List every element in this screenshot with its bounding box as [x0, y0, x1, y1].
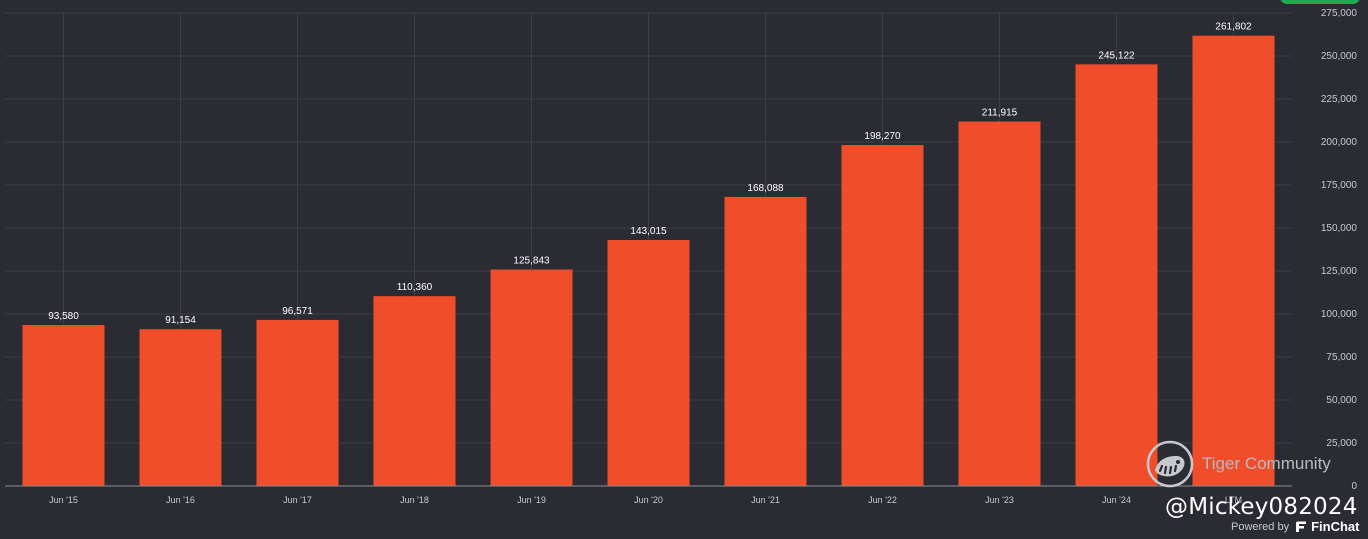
x-tick-label: Jun '21: [751, 495, 780, 505]
bar: [373, 296, 456, 486]
y-tick-label: 275,000: [1321, 8, 1358, 19]
bar: [256, 319, 339, 486]
bar: [841, 144, 924, 487]
bar-value-label: 91,154: [165, 315, 196, 326]
x-tick-label: Jun '24: [1102, 495, 1131, 505]
y-tick-label: 125,000: [1321, 266, 1358, 277]
bar: [724, 196, 807, 486]
x-tick-label: Jun '15: [49, 495, 78, 505]
bar-value-label: 96,571: [282, 306, 313, 317]
x-tick-label: Jun '22: [868, 495, 897, 505]
tiger-community-watermark: Tiger Community: [1146, 438, 1356, 490]
x-axis: Jun '15 Jun '16 Jun '17 Jun '18 Jun '19 Jun '…: [5, 485, 1292, 505]
bar: [607, 240, 690, 486]
finchat-brand-name: FinChat: [1311, 519, 1360, 534]
community-name: Tiger Community: [1202, 454, 1331, 473]
x-tick-label: Jun '19: [517, 495, 546, 505]
y-tick-label: 75,000: [1326, 352, 1357, 363]
y-tick-label: 50,000: [1326, 395, 1357, 406]
bar: [490, 269, 573, 486]
y-tick-label: 225,000: [1321, 94, 1358, 105]
x-tick-label: Jun '20: [634, 495, 663, 505]
x-tick-label: Jun '23: [985, 495, 1014, 505]
y-tick-label: 100,000: [1321, 309, 1358, 320]
x-tick-label: Jun '18: [400, 495, 429, 505]
bar-value-label: 211,915: [982, 108, 1018, 119]
bar-value-label: 143,015: [630, 226, 667, 237]
y-tick-label: 25,000: [1326, 438, 1357, 449]
x-tick-label: LTM: [1225, 495, 1242, 505]
author-handle: @Mickey082024: [1165, 494, 1358, 520]
bar-value-label: 245,122: [1098, 50, 1135, 61]
bar-value-label: 168,088: [747, 183, 784, 194]
y-tick-label: 200,000: [1321, 137, 1358, 148]
bar: [22, 325, 105, 486]
y-tick-label: 0: [1351, 481, 1357, 492]
powered-by-label: Powered by: [1231, 520, 1290, 533]
x-tick-label: Jun '16: [166, 495, 195, 505]
value-labels: 93,580 91,154 96,571 110,360 125,843 143,015 1…: [48, 22, 1252, 327]
top-status-pill: [1280, 0, 1360, 4]
bar: [1192, 35, 1275, 486]
bars: [22, 35, 1275, 487]
bar-value-label: 93,580: [48, 311, 79, 322]
bar-value-label: 125,843: [513, 256, 550, 267]
bar-value-label: 198,270: [864, 131, 901, 142]
bar-value-label: 261,802: [1215, 22, 1252, 33]
bar: [958, 121, 1041, 487]
y-tick-label: 250,000: [1321, 51, 1358, 62]
powered-by-footer[interactable]: Powered by FinChat: [1231, 519, 1359, 534]
bar-value-label: 110,360: [397, 282, 433, 293]
finchat-logo-icon: [1296, 521, 1307, 532]
bar: [139, 329, 222, 486]
x-tick-label: Jun '17: [283, 495, 312, 505]
y-axis: 0 25,000 50,000 75,000 100,000 125,000 150,000…: [1321, 8, 1358, 492]
tiger-community-logo-icon: [1146, 440, 1194, 488]
y-tick-label: 150,000: [1321, 223, 1358, 234]
bar: [1075, 64, 1158, 486]
y-tick-label: 175,000: [1321, 180, 1358, 191]
